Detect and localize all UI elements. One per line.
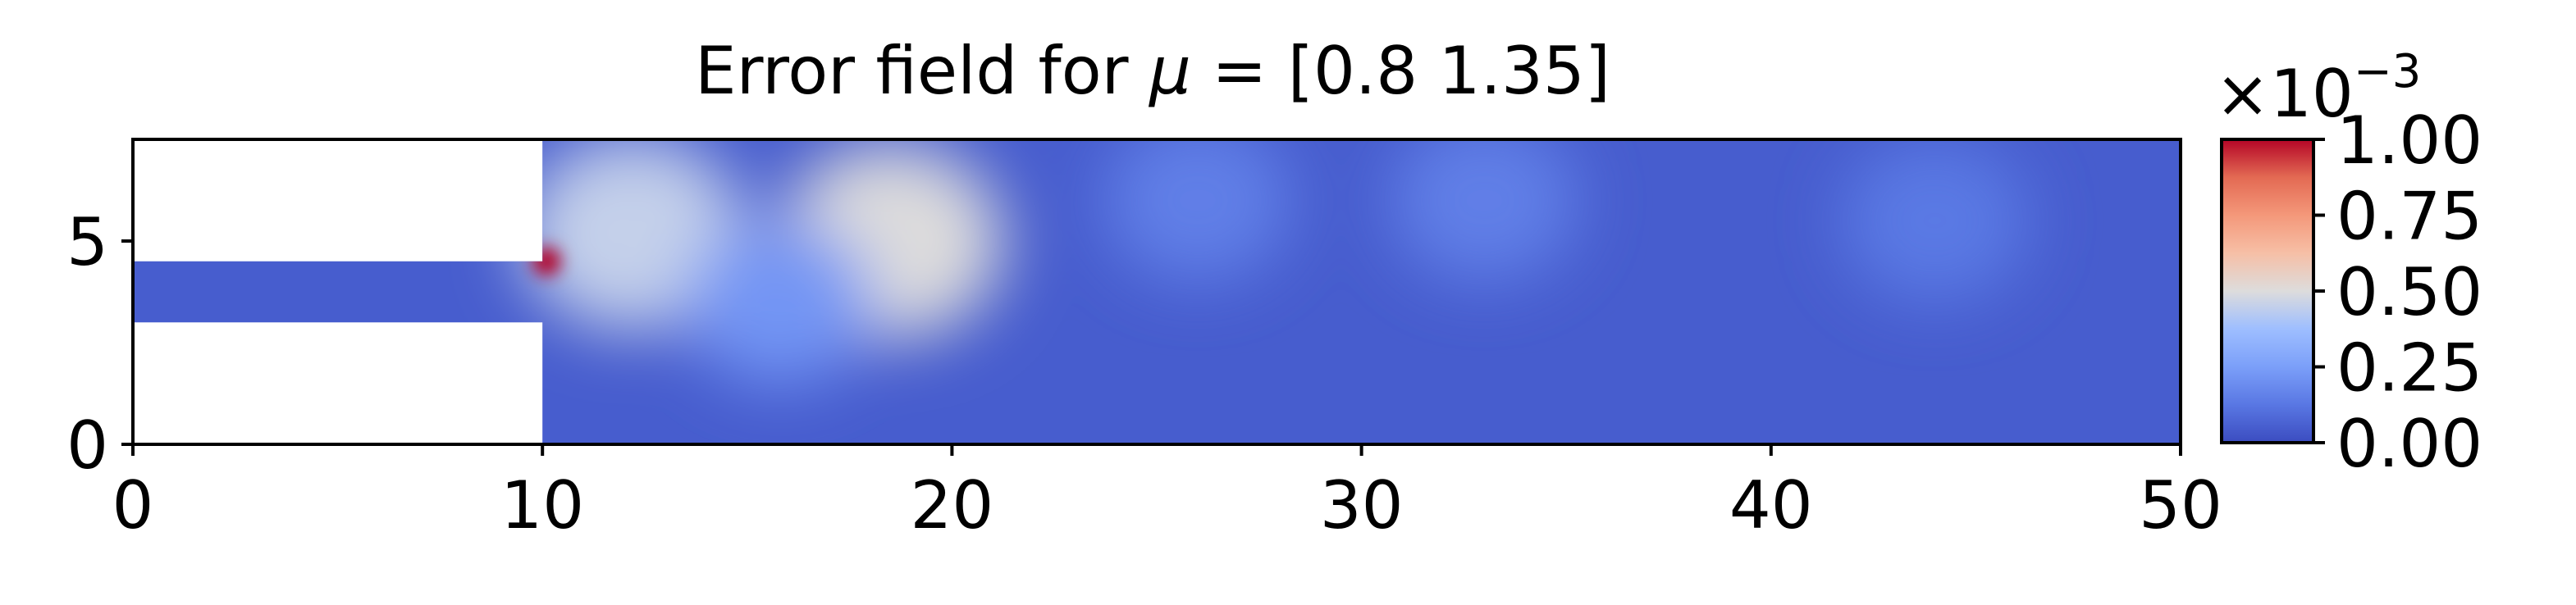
x-tick-label: 40 [1729,467,1813,544]
axes-frame [131,138,2182,446]
colorbar-axis: 0.000.250.500.751.00 [2313,102,2482,482]
error-blob-6 [1841,139,2029,302]
colorbar-tick-label: 1.00 [2336,102,2482,179]
x-tick-label: 0 [112,467,154,544]
x-tick-label: 50 [2139,467,2222,544]
colorbar-tick-label: 0.50 [2336,254,2482,330]
error-blob-1 [520,139,745,331]
colorbar-tick-label: 0.00 [2336,406,2482,482]
x-axis: 0 10 20 30 40 50 [112,444,2222,544]
error-blob-3 [686,221,874,384]
x-tick-label: 30 [1320,467,1404,544]
title-suffix: = [0.8 1.35] [1191,33,1610,109]
x-tick-label: 20 [911,467,994,544]
error-blob-4 [1103,139,1292,282]
x-tick-label: 10 [500,467,584,544]
colorbar [2220,138,2315,444]
colorbar-offset-exponent: −3 [2354,45,2422,98]
colorbar-tick-label: 0.75 [2336,179,2482,255]
error-field [133,139,2181,444]
colorbar-offset-base: ×10 [2215,56,2354,132]
title-prefix: Error field for [695,33,1149,109]
chart-title: Error field for μ = [0.8 1.35] [695,33,1610,109]
colorbar-offset-label: ×10−3 [2215,45,2421,132]
y-tick-label: 0 [66,407,108,484]
title-mu-symbol: μ [1148,33,1191,109]
error-blob-0 [532,247,561,276]
error-blob-5 [1391,139,1578,282]
y-tick-label: 5 [66,204,108,280]
y-axis: 05 [66,204,133,484]
colorbar-tick-label: 0.25 [2336,330,2482,407]
